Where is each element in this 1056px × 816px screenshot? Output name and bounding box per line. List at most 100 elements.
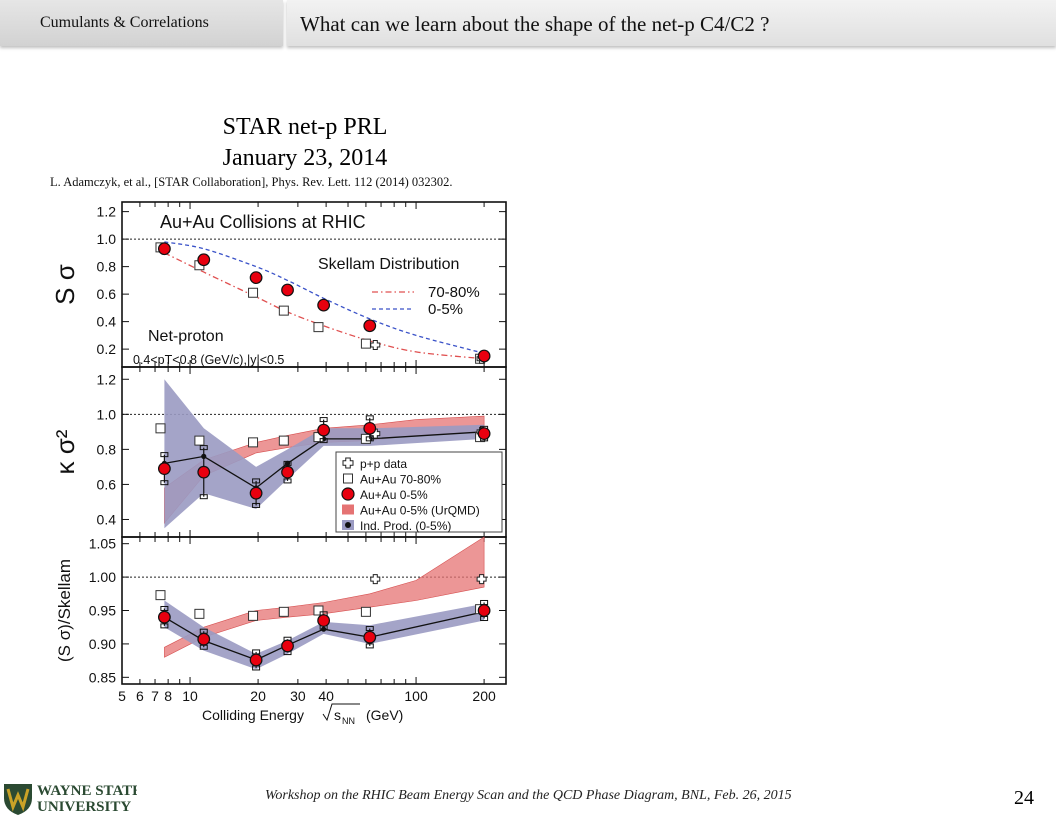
panel-2-y-axis-label: κ σ² bbox=[50, 429, 80, 474]
independent-production-band bbox=[164, 379, 485, 529]
au-70-80-point bbox=[360, 338, 371, 349]
panel-1-y-tick-label: 0.8 bbox=[97, 259, 117, 275]
sqrt-icon bbox=[322, 703, 360, 722]
panel-2-y-tick-label: 0.8 bbox=[97, 441, 117, 457]
au-0-5-point bbox=[249, 653, 263, 667]
panel-3-y-tick-label: 1.05 bbox=[89, 536, 116, 552]
x-tick-label: 7 bbox=[151, 688, 159, 704]
panel-1-y-axis-label: S σ bbox=[50, 264, 80, 305]
au-70-80-point bbox=[278, 305, 289, 316]
slide-title: What can we learn about the shape of the… bbox=[300, 12, 770, 36]
au-0-5-point bbox=[477, 604, 491, 617]
pp-data-point bbox=[476, 574, 487, 585]
au-70-80-point bbox=[155, 590, 166, 601]
au-70-80-point bbox=[313, 605, 324, 616]
figure-title-line2: January 23, 2014 bbox=[222, 145, 388, 171]
au-70-80-point bbox=[248, 610, 259, 621]
panel-2-y-tick-label: 1.0 bbox=[97, 406, 117, 422]
panel-1-y-tick-label: 1.2 bbox=[97, 204, 117, 220]
au-0-5-point bbox=[281, 639, 294, 653]
panel-2-y-tick-label: 0.6 bbox=[97, 476, 117, 492]
x-axis-nn-subscript: NN bbox=[342, 716, 355, 726]
x-axis-unit: (GeV) bbox=[366, 707, 403, 723]
panel-1-y-tick-label: 0.6 bbox=[97, 286, 117, 302]
au-0-5-sys-cap bbox=[365, 643, 374, 649]
au-0-5-sys-cap bbox=[283, 478, 292, 484]
panel-2-y-tick-label: 1.2 bbox=[97, 371, 117, 387]
au-0-5-sys-cap bbox=[160, 452, 169, 458]
panel-3-y-tick-label: 0.85 bbox=[89, 669, 116, 685]
au-0-5-point bbox=[157, 610, 171, 624]
panel-3-y-axis-label: (S σ)/Skellam bbox=[55, 559, 74, 662]
au-0-5-sys-cap bbox=[199, 445, 208, 451]
legend-label-4: Au+Au 0-5% (UrQMD) bbox=[360, 504, 480, 518]
panel-3-y-tick-label: 0.95 bbox=[89, 603, 116, 619]
legend-swatch-5 bbox=[345, 522, 351, 528]
au-0-5-sys-cap bbox=[160, 480, 169, 486]
title-bar: What can we learn about the shape of the… bbox=[287, 0, 1056, 46]
au-70-80-point bbox=[278, 606, 289, 617]
skellam-0-5-curve bbox=[164, 241, 485, 354]
x-tick-label: 5 bbox=[118, 688, 126, 704]
legend-label-3: Au+Au 0-5% bbox=[360, 488, 428, 502]
au-70-80-point bbox=[194, 435, 205, 446]
x-tick-label: 6 bbox=[136, 688, 144, 704]
legend-swatch-1 bbox=[342, 457, 354, 469]
x-tick-label: 20 bbox=[250, 688, 266, 704]
panel-1-y-tick-label: 0.4 bbox=[97, 314, 117, 330]
au-0-5-point bbox=[317, 298, 331, 312]
panel-1-header-text: Au+Au Collisions at RHIC bbox=[160, 212, 366, 232]
au-0-5-sys-cap bbox=[199, 494, 208, 500]
au-0-5-point bbox=[197, 632, 211, 646]
au-0-5-point bbox=[477, 427, 491, 440]
citation: L. Adamczyk, et al., [STAR Collaboration… bbox=[50, 175, 453, 189]
au-70-80-point bbox=[248, 287, 259, 298]
x-tick-label: 10 bbox=[182, 688, 198, 704]
footer-text: Workshop on the RHIC Beam Energy Scan an… bbox=[265, 788, 792, 803]
logo-line1: WAYNE STATE bbox=[37, 783, 137, 799]
legend-label-1: p+p data bbox=[360, 457, 407, 471]
au-0-5-sys-cap bbox=[365, 626, 374, 632]
au-0-5-sys-cap bbox=[365, 436, 374, 442]
au-0-5-point bbox=[363, 630, 377, 644]
au-70-80-point bbox=[360, 606, 371, 617]
legend-label-70-80: 70-80% bbox=[428, 284, 480, 301]
x-tick-label: 200 bbox=[472, 688, 496, 704]
skellam-legend-title: Skellam Distribution bbox=[318, 256, 459, 273]
slide-number: 24 bbox=[1014, 787, 1034, 809]
legend-swatch-3 bbox=[341, 487, 355, 501]
panel-1-y-tick-label: 1.0 bbox=[97, 231, 117, 247]
au-70-80-point bbox=[313, 322, 324, 333]
au-0-5-sys-cap bbox=[252, 502, 261, 508]
au-0-5-point bbox=[317, 423, 331, 437]
legend-label-0-5: 0-5% bbox=[428, 301, 463, 318]
pp-data-point bbox=[370, 340, 381, 350]
panel-2-y-tick-label: 0.4 bbox=[97, 511, 117, 527]
au-0-5-point bbox=[363, 421, 377, 435]
au-0-5-sys-cap bbox=[319, 438, 328, 444]
urqmd-band bbox=[164, 536, 485, 658]
au-0-5-sys-cap bbox=[283, 460, 292, 466]
star-cumulant-figure: 0.2 0.4 0.6 0.8 1.0 1.2 Au+Au Collisions at RH… bbox=[50, 201, 507, 726]
au-0-5-point bbox=[249, 271, 263, 285]
logo-line2: UNIVERSITY bbox=[37, 799, 131, 815]
panel-3-y-tick-label: 0.90 bbox=[89, 636, 116, 652]
legend-label-5: Ind. Prod. (0-5%) bbox=[360, 519, 451, 533]
au-0-5-point bbox=[363, 319, 377, 333]
au-70-80-point bbox=[278, 435, 289, 446]
x-tick-label: 8 bbox=[164, 688, 172, 704]
au-0-5-sys-cap bbox=[319, 417, 328, 423]
au-0-5-point bbox=[157, 242, 171, 256]
independent-production-band bbox=[164, 600, 485, 670]
x-axis-sqrt-s: s bbox=[334, 707, 341, 723]
au-0-5-sys-cap bbox=[365, 415, 374, 421]
au-0-5-sys-cap bbox=[252, 478, 261, 484]
au-0-5-point bbox=[317, 614, 331, 627]
panel-1-y-tick-label: 0.2 bbox=[97, 341, 117, 357]
au-0-5-point bbox=[157, 462, 171, 476]
x-tick-label: 30 bbox=[290, 688, 306, 704]
au-0-5-sys-cap bbox=[160, 623, 169, 629]
section-tab: Cumulants & Correlations bbox=[0, 0, 283, 46]
au-0-5-point bbox=[281, 465, 294, 479]
figure-title: STAR net-p PRL January 23, 2014 bbox=[150, 112, 460, 174]
